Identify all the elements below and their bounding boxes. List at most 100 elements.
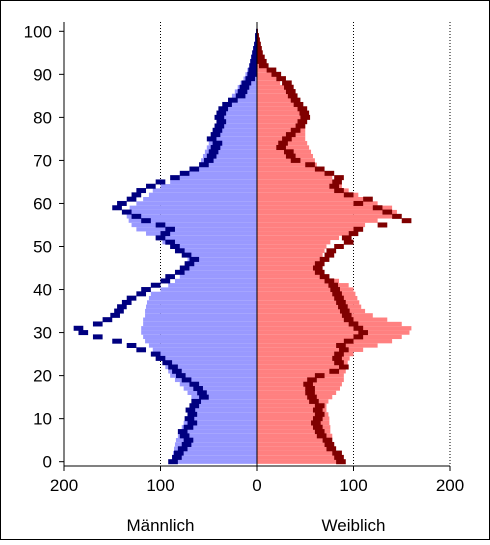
bar [257, 416, 330, 421]
y-tick-label: 30 [33, 324, 52, 343]
bar [194, 166, 257, 172]
bar [257, 123, 306, 129]
bar [257, 390, 337, 395]
marker [175, 373, 186, 379]
bar [257, 442, 335, 447]
bar [257, 274, 330, 279]
marker [303, 381, 313, 387]
bar [199, 162, 257, 167]
marker [314, 411, 325, 417]
bar [145, 313, 257, 318]
marker [332, 355, 342, 361]
bar [257, 227, 359, 232]
marker [150, 282, 161, 288]
marker [199, 162, 209, 168]
marker [189, 166, 200, 172]
marker [183, 424, 194, 430]
marker [136, 188, 147, 194]
bar [165, 364, 257, 370]
bar [257, 115, 306, 120]
bar [215, 123, 257, 129]
marker [401, 218, 412, 224]
plot-area: 200 100 0 100 200 0 10 20 30 40 50 60 70 80 90 100 Männl… [24, 22, 464, 535]
marker [293, 101, 304, 107]
bar [257, 399, 329, 404]
marker [319, 256, 330, 262]
marker [312, 424, 323, 430]
marker [312, 265, 323, 271]
bar [155, 235, 257, 241]
x-tick-label: 100 [146, 476, 174, 495]
bar [143, 321, 257, 327]
bar [257, 106, 302, 111]
marker [170, 175, 180, 181]
marker [339, 347, 349, 353]
bar [257, 351, 354, 357]
marker [206, 136, 217, 142]
marker [326, 248, 337, 254]
bar [257, 420, 330, 426]
marker [278, 140, 288, 146]
y-tick-label: 90 [33, 65, 52, 84]
marker [222, 101, 232, 107]
bar [177, 248, 257, 253]
marker [343, 239, 354, 245]
marker [168, 459, 178, 465]
marker [382, 209, 393, 215]
bar [126, 214, 257, 219]
marker [121, 209, 132, 215]
bar [257, 403, 327, 408]
marker [324, 441, 335, 447]
marker [255, 33, 257, 39]
bar [148, 295, 257, 301]
marker [328, 282, 339, 288]
marker [121, 299, 132, 305]
y-tick-label: 50 [33, 238, 52, 257]
marker [172, 454, 182, 460]
bar [179, 175, 257, 180]
marker [189, 256, 200, 262]
marker [314, 261, 325, 267]
marker [336, 299, 346, 305]
marker [332, 450, 342, 456]
marker [363, 196, 373, 202]
marker [160, 231, 171, 237]
marker [332, 179, 342, 185]
bar [257, 283, 349, 288]
bar [257, 334, 402, 340]
marker [253, 46, 257, 52]
marker [305, 390, 315, 396]
bar [257, 317, 388, 322]
marker [284, 149, 294, 155]
marker [112, 205, 122, 211]
marker [179, 433, 190, 439]
marker [326, 446, 337, 452]
x-tick-label: 0 [252, 476, 261, 495]
marker [343, 338, 354, 344]
bar [213, 128, 257, 133]
marker [305, 386, 315, 392]
marker [314, 403, 325, 409]
bar [257, 308, 366, 314]
bar [257, 429, 331, 434]
bar [152, 347, 257, 352]
bar [170, 373, 257, 378]
bar [257, 330, 410, 335]
bar [187, 412, 257, 417]
marker [329, 368, 340, 374]
x-tick-label: 200 [50, 476, 78, 495]
marker [141, 287, 151, 293]
x-tick-label: 100 [339, 476, 367, 495]
marker [311, 420, 321, 426]
marker [126, 196, 137, 202]
bar [148, 343, 257, 348]
bar [187, 265, 257, 271]
marker [78, 330, 89, 336]
marker [181, 252, 192, 258]
bar [162, 240, 257, 245]
bar [257, 347, 364, 352]
marker [255, 37, 257, 43]
marker [334, 454, 344, 460]
bar [136, 201, 257, 206]
bar [156, 351, 257, 357]
